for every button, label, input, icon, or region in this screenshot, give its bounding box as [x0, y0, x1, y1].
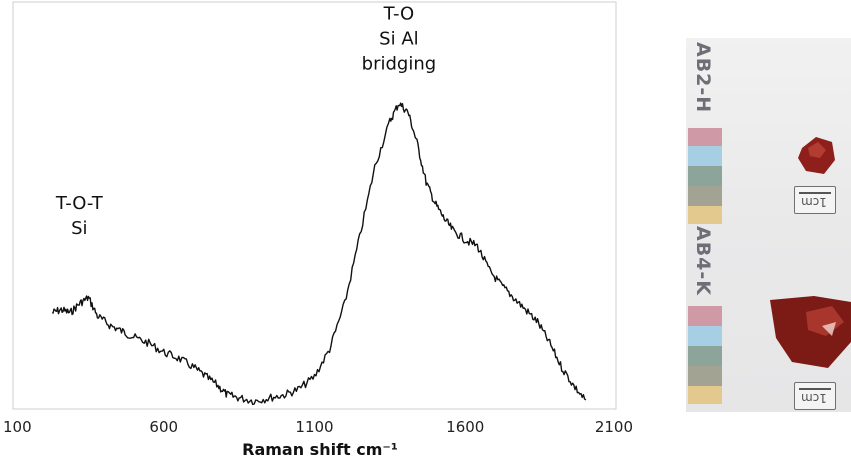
color-swatch — [688, 166, 722, 186]
color-swatch — [688, 146, 722, 166]
sample-fragment-large — [770, 296, 851, 368]
peak-annotation: T-O — [383, 4, 415, 25]
color-swatch — [688, 326, 722, 346]
color-swatch — [688, 128, 722, 146]
x-tick-label: 1100 — [295, 418, 333, 436]
peak-annotation: bridging — [362, 54, 437, 75]
sample-photo: AB2-H AB4-K 1cm 1cm — [686, 38, 851, 412]
x-axis-label: Raman shift cm⁻¹ — [242, 440, 398, 459]
annotations: T-O-T Si T-O Si Al bridging — [55, 4, 436, 239]
color-swatch — [688, 366, 722, 386]
spectrum-layer — [51, 102, 587, 406]
color-swatch — [688, 346, 722, 366]
peak-annotation: T-O-T — [55, 193, 104, 214]
color-swatch — [688, 186, 722, 206]
x-tick-label: 600 — [149, 418, 178, 436]
color-swatch — [688, 306, 722, 326]
scale-ruler-top: 1cm — [794, 186, 836, 214]
color-swatch — [688, 206, 722, 224]
scale-ruler-bottom: 1cm — [794, 382, 836, 410]
sample-fragment-small — [798, 137, 835, 174]
sample-label-ab4k: AB4-K — [692, 226, 714, 297]
peak-annotation: Si Al — [379, 29, 418, 50]
plot-area-frame — [12, 1, 617, 410]
color-swatch — [688, 386, 722, 404]
x-tick-label: 2100 — [595, 418, 633, 436]
raman-spectrum-line — [51, 102, 587, 406]
x-tick-labels: 100 600 1100 1600 2100 — [3, 418, 633, 436]
sample-label-ab2h: AB2-H — [692, 42, 714, 114]
x-tick-label: 100 — [3, 418, 32, 436]
x-tick-label: 1600 — [446, 418, 484, 436]
peak-annotation: Si — [71, 218, 87, 239]
